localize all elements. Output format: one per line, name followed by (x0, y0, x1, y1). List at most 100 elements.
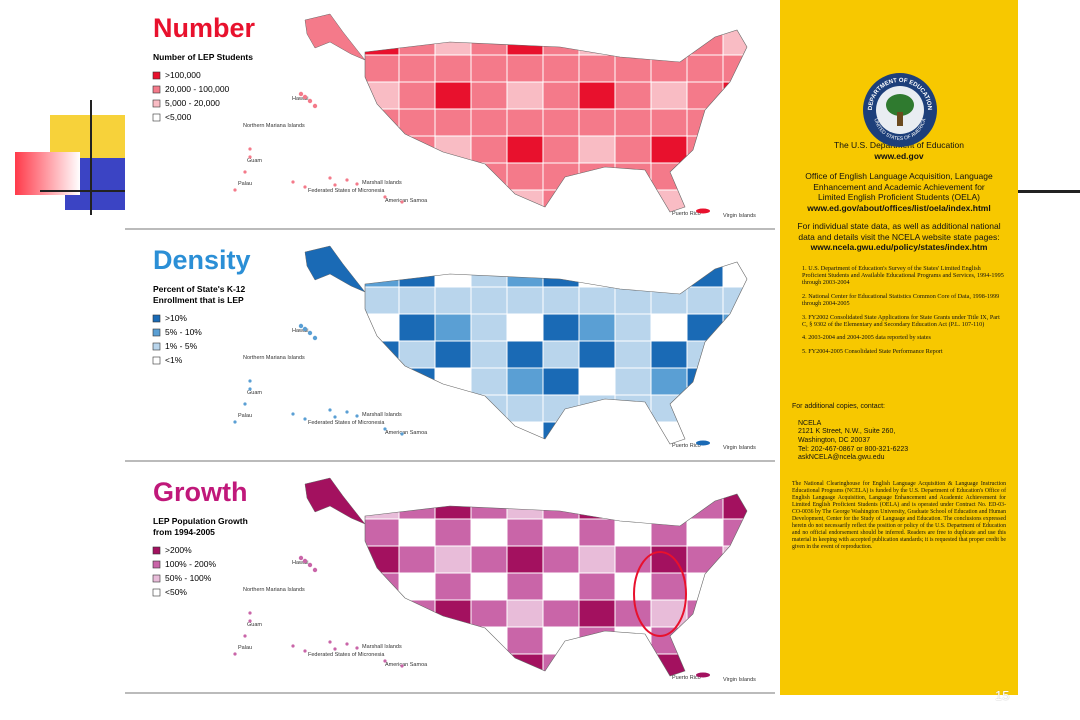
state (542, 367, 580, 396)
state (365, 108, 400, 137)
state (365, 545, 400, 574)
state (650, 518, 688, 547)
footnote: 5. FY2004-2005 Consolidated State Perfor… (802, 347, 943, 355)
state (506, 108, 544, 137)
hawaii (298, 555, 304, 561)
state (470, 162, 508, 191)
contact-line: Washington, DC 20037 (798, 436, 871, 444)
legend-title: Enrollment that is LEP (153, 295, 244, 305)
state (365, 286, 400, 315)
island (328, 408, 332, 412)
us-border (364, 29, 748, 213)
state (650, 626, 688, 655)
office: Office of English Language Acquisition, … (805, 171, 993, 202)
maps: Number Number of LEP Students >100,000 20,0… (125, 0, 780, 695)
state (365, 340, 400, 369)
state (434, 599, 472, 628)
state (686, 262, 724, 288)
island (291, 412, 295, 416)
island-label: Hawaii (292, 328, 309, 334)
state (722, 162, 747, 191)
state (398, 572, 436, 601)
state (542, 653, 580, 676)
state (506, 572, 544, 601)
island-label: Guam (247, 158, 262, 164)
state (722, 394, 747, 423)
island-label: Hawaii (292, 560, 309, 566)
seal-tree (886, 94, 914, 116)
state (470, 313, 508, 342)
hawaii (307, 330, 313, 336)
legend-swatch (152, 588, 161, 597)
island-label: Federated States of Micronesia (308, 188, 385, 194)
state (722, 313, 747, 342)
state (686, 494, 724, 520)
seal-trunk (897, 112, 903, 126)
panel-title: Growth (153, 477, 248, 507)
legend-label: 100% - 200% (165, 559, 216, 569)
state (470, 262, 508, 288)
state (398, 30, 436, 56)
state (578, 367, 616, 396)
state (542, 394, 580, 423)
state (434, 162, 472, 191)
deco-line-right (1018, 190, 1080, 193)
state (650, 494, 688, 520)
island (400, 200, 404, 204)
state (470, 545, 508, 574)
state (470, 367, 508, 396)
state (686, 30, 724, 56)
state (614, 340, 652, 369)
footnote: 3. FY2002 Consolidated State Application… (802, 313, 1000, 328)
puerto-rico (696, 440, 710, 446)
state (578, 313, 616, 342)
state (650, 135, 688, 164)
island (333, 415, 337, 419)
hawaii (307, 98, 313, 104)
state (470, 340, 508, 369)
state (365, 599, 400, 628)
island-label: Puerto Rico (672, 675, 701, 681)
contact-line: NCELA (798, 419, 822, 427)
state (398, 262, 436, 288)
footnotes: 1. U.S. Department of Education's Survey… (788, 265, 1010, 356)
legend-label: 50% - 100% (165, 573, 212, 583)
copies: For additional copies, contact: (792, 403, 885, 411)
state (542, 340, 580, 369)
island (355, 182, 359, 186)
state (398, 626, 436, 655)
state (686, 162, 724, 191)
state (542, 286, 580, 315)
state (722, 367, 747, 396)
map-panel: Density Percent of State's K-12Enrollment… (125, 245, 775, 462)
legend-swatch (152, 546, 161, 555)
island (243, 402, 247, 406)
state (722, 545, 747, 574)
state (542, 162, 580, 191)
island (333, 183, 337, 187)
island (303, 417, 307, 421)
state (686, 367, 724, 396)
state (578, 81, 616, 110)
state (650, 30, 688, 56)
contact-line: Tel: 202-467-0867 or 800-321-6223 (798, 445, 909, 453)
state (686, 518, 724, 547)
footnote: 4. 2003-2004 and 2004-2005 data reported… (802, 334, 931, 342)
state (650, 162, 688, 191)
contiguous-us (365, 30, 747, 212)
hawaii (298, 323, 304, 329)
state (365, 30, 400, 56)
state (650, 599, 688, 628)
state (722, 494, 747, 520)
island (383, 659, 387, 663)
island-label: Marshall Islands (362, 180, 402, 186)
island-label: Marshall Islands (362, 644, 402, 650)
island (333, 647, 337, 651)
state (365, 518, 400, 547)
state (722, 30, 747, 56)
state (650, 313, 688, 342)
state (506, 313, 544, 342)
state (506, 599, 544, 628)
